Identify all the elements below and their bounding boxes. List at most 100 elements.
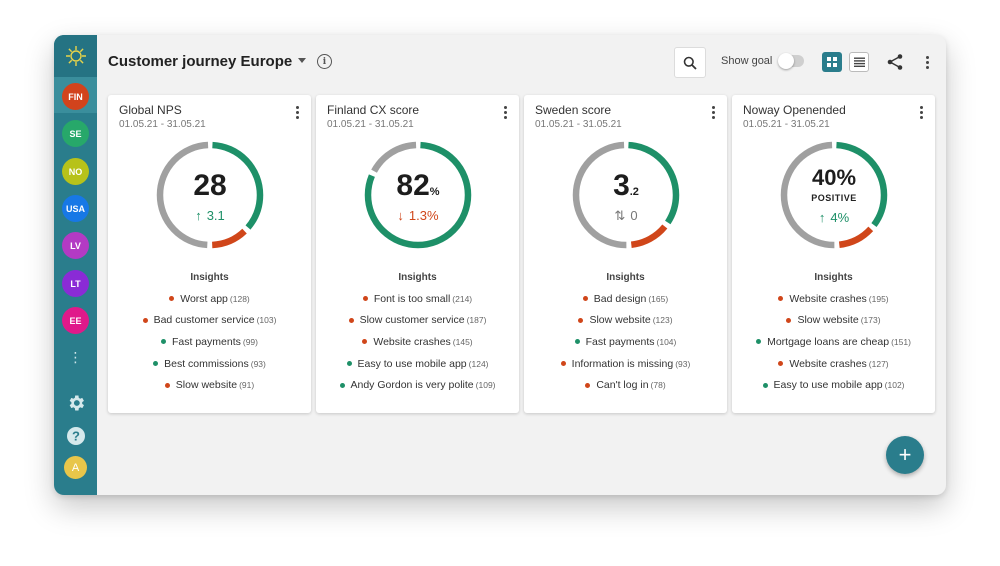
insight-item[interactable]: Easy to use mobile app (102) [732, 374, 935, 396]
list-view-button[interactable] [849, 52, 869, 72]
insight-item[interactable]: Can't log in (78) [524, 374, 727, 396]
insight-count: (214) [452, 293, 473, 304]
delta-value: 1.3% [408, 208, 439, 223]
gauge-segment [780, 141, 888, 249]
sidebar-item-se[interactable]: SE [62, 120, 89, 147]
insight-item[interactable]: Bad design (165) [524, 288, 727, 310]
score-card: Sweden score 01.05.21 - 31.05.21 3.2 ⇅ 0 Insi… [524, 95, 727, 413]
score-card: Global NPS 01.05.21 - 31.05.21 28 ↑ 3.1 Insig… [108, 95, 311, 413]
add-widget-button[interactable]: + [886, 436, 924, 474]
user-avatar[interactable]: A [64, 456, 87, 479]
card-date-range: 01.05.21 - 31.05.21 [535, 119, 622, 130]
card-more-icon[interactable] [916, 105, 926, 119]
red-dot-icon [560, 361, 566, 367]
gauge-segment [156, 141, 264, 249]
insight-text: Fast payments [172, 335, 241, 348]
gauge-segment [364, 141, 472, 249]
card-more-icon[interactable] [708, 105, 718, 119]
red-dot-icon [362, 296, 368, 302]
insight-item[interactable]: Website crashes (127) [732, 353, 935, 375]
gauge-ring [364, 141, 472, 249]
red-dot-icon [786, 317, 792, 323]
insight-count: (93) [250, 358, 266, 369]
insight-item[interactable]: Bad customer service (103) [108, 310, 311, 332]
insight-text: Andy Gordon is very polite [350, 379, 474, 392]
green-dot-icon [339, 382, 345, 388]
score-main: 82 [396, 169, 430, 202]
score-suffix: % [429, 186, 440, 198]
sidebar-more-icon[interactable]: ⋮ [68, 349, 83, 365]
sidebar-item-ee[interactable]: EE [62, 307, 89, 334]
insight-item[interactable]: Font is too small (214) [316, 288, 519, 310]
show-goal-toggle[interactable] [778, 53, 804, 69]
chevron-down-icon[interactable] [298, 58, 306, 63]
insight-count: (195) [868, 293, 889, 304]
insight-item[interactable]: Worst app (128) [108, 288, 311, 310]
insight-text: Easy to use mobile app [773, 379, 883, 392]
insight-item[interactable]: Andy Gordon is very polite (109) [316, 374, 519, 396]
sidebar-item-fin[interactable]: FIN [62, 83, 89, 110]
sidebar-item-lt[interactable]: LT [62, 270, 89, 297]
svg-text:?: ? [72, 428, 80, 443]
insight-text: Fast payments [585, 335, 655, 348]
insight-item[interactable]: Information is missing (93) [524, 353, 727, 375]
sidebar-item-lv[interactable]: LV [62, 232, 89, 259]
card-more-icon[interactable] [292, 105, 302, 119]
sidebar-item-usa[interactable]: USA [62, 195, 89, 222]
insight-text: Can't log in [596, 379, 649, 392]
more-options-icon[interactable] [920, 53, 934, 71]
insight-count: (102) [884, 380, 905, 391]
card-title: Global NPS [119, 103, 182, 117]
insight-item[interactable]: Website crashes (145) [316, 331, 519, 353]
red-dot-icon [778, 296, 784, 302]
sidebar: FIN SE NO USA LV LT EE ⋮ ? A [54, 35, 97, 495]
list-icon [853, 57, 865, 67]
search-button[interactable] [674, 47, 706, 78]
insights-heading: Insights [190, 272, 229, 283]
green-dot-icon [346, 361, 352, 367]
score-main: 3 [613, 169, 630, 202]
insights-list: Worst app (128) Bad customer service (103) F… [108, 288, 311, 396]
share-icon[interactable] [886, 53, 904, 71]
insight-item[interactable]: Best commissions (93) [108, 353, 311, 375]
insights-heading: Insights [398, 272, 437, 283]
delta-value: 3.1 [206, 208, 225, 223]
insight-item[interactable]: Slow customer service (187) [316, 310, 519, 332]
insight-count: (165) [648, 293, 669, 304]
insight-item[interactable]: Slow website (173) [732, 310, 935, 332]
score-delta: ↑ 4% [778, 210, 890, 225]
insight-count: (78) [650, 380, 666, 391]
insight-item[interactable]: Slow website (91) [108, 374, 311, 396]
card-date-range: 01.05.21 - 31.05.21 [743, 119, 830, 130]
app-logo[interactable] [54, 35, 97, 77]
insight-count: (104) [656, 336, 677, 347]
insight-item[interactable]: Fast payments (99) [108, 331, 311, 353]
insight-item[interactable]: Mortgage loans are cheap (151) [732, 331, 935, 353]
score-main: 28 [193, 169, 227, 202]
insight-count: (99) [242, 336, 258, 347]
insight-text: Slow website [797, 314, 859, 327]
green-dot-icon [574, 339, 580, 345]
help-icon[interactable]: ? [65, 425, 86, 446]
insight-item[interactable]: Easy to use mobile app (124) [316, 353, 519, 375]
insight-text: Easy to use mobile app [357, 357, 467, 370]
insight-item[interactable]: Slow website (123) [524, 310, 727, 332]
red-dot-icon [164, 382, 170, 388]
grid-view-button[interactable] [822, 52, 842, 72]
insight-text: Website crashes [789, 357, 867, 370]
insight-text: Bad design [593, 292, 647, 305]
score-value: 40% [778, 165, 890, 191]
arrow-up-icon: ↑ [195, 208, 202, 223]
red-dot-icon [778, 361, 784, 367]
insight-item[interactable]: Fast payments (104) [524, 331, 727, 353]
score-gauge: 40% POSITIVE ↑ 4% [778, 139, 890, 251]
info-icon[interactable]: i [317, 54, 332, 69]
card-more-icon[interactable] [500, 105, 510, 119]
insight-count: (109) [475, 380, 496, 391]
score-gauge: 28 ↑ 3.1 [154, 139, 266, 251]
score-label: POSITIVE [811, 193, 857, 203]
red-dot-icon [362, 339, 368, 345]
sidebar-item-no[interactable]: NO [62, 158, 89, 185]
gear-icon[interactable] [65, 392, 86, 413]
insight-item[interactable]: Website crashes (195) [732, 288, 935, 310]
